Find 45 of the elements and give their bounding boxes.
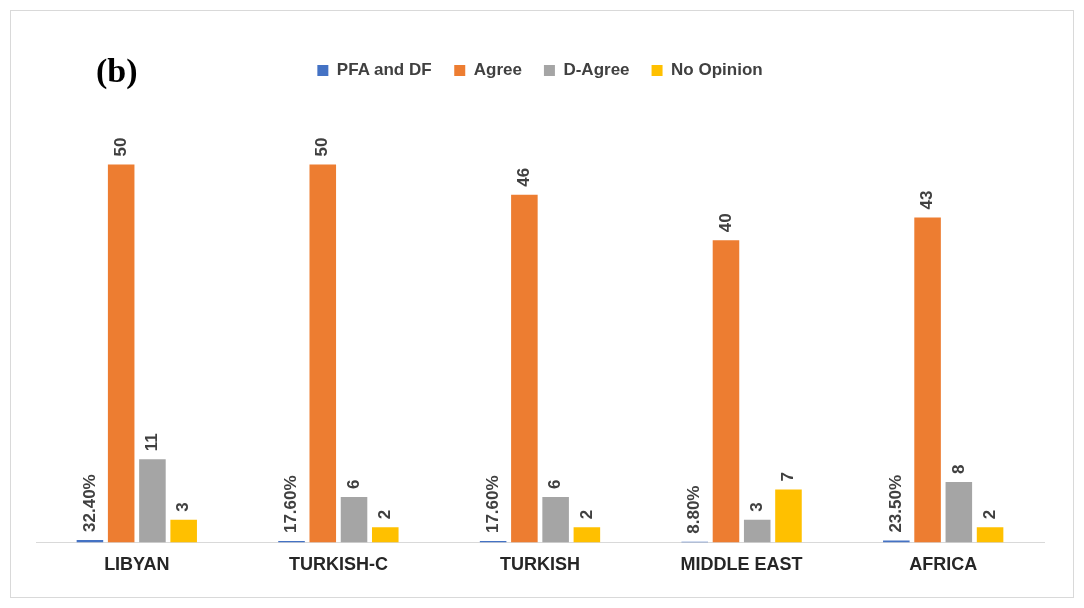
data-label: 50 bbox=[312, 137, 332, 157]
bar bbox=[170, 519, 197, 543]
data-label: 40 bbox=[715, 213, 735, 233]
x-tick-label: MIDDLE EAST bbox=[680, 554, 803, 575]
data-label: 8 bbox=[948, 464, 968, 474]
bar bbox=[309, 164, 337, 543]
legend-label: D-Agree bbox=[563, 60, 630, 80]
data-label: 8.80% bbox=[684, 485, 704, 534]
data-label: 46 bbox=[514, 167, 534, 187]
bar bbox=[743, 519, 771, 543]
bar bbox=[340, 497, 368, 543]
legend-label: Agree bbox=[473, 60, 522, 80]
data-label: 11 bbox=[142, 433, 162, 452]
data-label: 23.50% bbox=[886, 474, 906, 533]
data-label: 32.40% bbox=[79, 474, 99, 532]
data-label: 6 bbox=[343, 479, 363, 490]
data-label: 6 bbox=[545, 479, 565, 490]
bar bbox=[976, 527, 1004, 543]
bar bbox=[107, 164, 135, 543]
bar bbox=[573, 527, 601, 543]
bar bbox=[712, 240, 740, 543]
bar bbox=[914, 217, 941, 543]
data-label: 50 bbox=[110, 137, 130, 157]
bar bbox=[371, 527, 399, 543]
bar bbox=[511, 194, 538, 543]
bar bbox=[139, 459, 166, 543]
x-tick-label: AFRICA bbox=[909, 554, 978, 575]
x-tick-label: TURKISH bbox=[500, 554, 580, 575]
data-label: 3 bbox=[746, 502, 766, 512]
data-label: 2 bbox=[979, 509, 999, 520]
data-label: 43 bbox=[917, 190, 937, 210]
bar bbox=[775, 489, 802, 543]
data-label: 2 bbox=[374, 509, 394, 520]
x-tick-label: LIBYAN bbox=[104, 554, 170, 575]
bar bbox=[945, 481, 973, 543]
data-label: 17.60% bbox=[281, 475, 301, 534]
legend-label: No Opinion bbox=[671, 60, 763, 80]
x-tick-label: TURKISH-C bbox=[288, 554, 388, 575]
data-label: 17.60% bbox=[482, 475, 502, 534]
data-label: 7 bbox=[778, 472, 798, 482]
legend-label: PFA and DF bbox=[336, 60, 432, 80]
chart-title: (b) bbox=[96, 52, 138, 90]
bar bbox=[542, 497, 569, 543]
data-label: 2 bbox=[576, 509, 596, 520]
data-label: 3 bbox=[173, 502, 193, 512]
